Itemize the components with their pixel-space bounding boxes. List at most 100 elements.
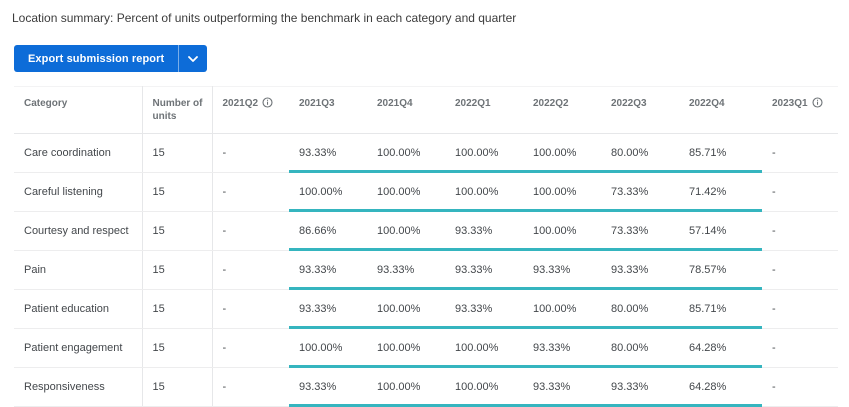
units-cell: 15 [142, 172, 213, 212]
value-cell: 100.00% [367, 367, 445, 407]
value-cell: 93.33% [445, 211, 523, 251]
export-submission-report-button[interactable]: Export submission report [14, 45, 178, 72]
location-summary-table: Category Number of units 2021Q2 2021Q3 2021Q… [14, 86, 838, 407]
value-cell: 100.00% [445, 328, 523, 368]
page-title: Location summary: Percent of units outpe… [12, 11, 517, 25]
column-header-number-of-units: Number of units [142, 86, 213, 134]
value-cell: - [212, 367, 289, 407]
value-cell: - [212, 250, 289, 290]
export-split-button[interactable]: Export submission report [14, 45, 208, 72]
category-cell: Patient engagement [14, 328, 143, 368]
column-header-label: 2021Q2 [222, 98, 259, 109]
value-cell: 100.00% [367, 211, 445, 251]
table-row: Pain 15-93.33% 93.33% 93.33% 93.33% 93.33% 78.… [14, 250, 838, 290]
units-cell: 15 [142, 289, 213, 329]
value-cell: 80.00% [601, 289, 679, 329]
column-header-2022q2: 2022Q2 [523, 86, 601, 134]
column-header-label: 2021Q4 [377, 98, 413, 109]
column-header-label: Category [24, 98, 68, 109]
units-cell: 15 [142, 211, 213, 251]
value-cell: 64.28% [679, 367, 762, 407]
value-cell: 100.00% [367, 328, 445, 368]
value-cell: 100.00% [523, 133, 601, 173]
table-row: Careful listening 15-100.00% 100.00% 100.00… [14, 172, 838, 212]
value-cell: 73.33% [601, 172, 679, 212]
value-cell: 71.42% [679, 172, 762, 212]
value-cell: 93.33% [523, 250, 601, 290]
table-row: Care coordination 15-93.33% 100.00% 100.00%… [14, 133, 838, 173]
value-cell: - [762, 328, 838, 368]
value-cell: - [762, 250, 838, 290]
export-options-dropdown-button[interactable] [178, 45, 207, 72]
value-cell: 100.00% [289, 172, 367, 212]
value-cell: 93.33% [523, 367, 601, 407]
units-cell: 15 [142, 250, 213, 290]
table-row: Courtesy and respect 15-86.66% 100.00% 93.3… [14, 211, 838, 251]
value-cell: 93.33% [601, 250, 679, 290]
value-cell: 100.00% [523, 211, 601, 251]
value-cell: 64.28% [679, 328, 762, 368]
table-row: Responsiveness 15-93.33% 100.00% 100.00% 93.… [14, 367, 838, 407]
value-cell: 93.33% [445, 289, 523, 329]
value-cell: 93.33% [289, 250, 367, 290]
value-cell: 100.00% [445, 133, 523, 173]
column-header-2022q4: 2022Q4 [679, 86, 762, 134]
table-row: Patient education 15-93.33% 100.00% 93.33% 1… [14, 289, 838, 329]
column-header-label: 2023Q1 [772, 98, 808, 109]
header-row: Category Number of units 2021Q2 2021Q3 2021Q… [14, 86, 838, 134]
value-cell: 85.71% [679, 289, 762, 329]
value-cell: 93.33% [289, 367, 367, 407]
value-cell: 100.00% [367, 172, 445, 212]
column-header-label: 2021Q3 [299, 98, 335, 109]
value-cell: - [762, 133, 838, 173]
category-cell: Patient education [14, 289, 143, 329]
value-cell: 93.33% [445, 250, 523, 290]
value-cell: 80.00% [601, 133, 679, 173]
info-icon[interactable] [812, 97, 823, 108]
value-cell: 85.71% [679, 133, 762, 173]
value-cell: - [212, 328, 289, 368]
value-cell: 100.00% [445, 367, 523, 407]
export-button-label: Export submission report [28, 52, 165, 65]
value-cell: 80.00% [601, 328, 679, 368]
units-cell: 15 [142, 367, 213, 407]
value-cell: - [212, 133, 289, 173]
value-cell: 100.00% [523, 172, 601, 212]
column-header-label: 2022Q3 [611, 98, 647, 109]
value-cell: - [212, 289, 289, 329]
value-cell: 73.33% [601, 211, 679, 251]
value-cell: 57.14% [679, 211, 762, 251]
value-cell: 93.33% [601, 367, 679, 407]
column-header-label: 2022Q4 [689, 98, 725, 109]
value-cell: 93.33% [289, 133, 367, 173]
column-header-2022q3: 2022Q3 [601, 86, 679, 134]
value-cell: 100.00% [445, 172, 523, 212]
value-cell: 93.33% [289, 289, 367, 329]
category-cell: Responsiveness [14, 367, 143, 407]
column-header-2021q4: 2021Q4 [367, 86, 445, 134]
value-cell: - [762, 172, 838, 212]
value-cell: 100.00% [367, 133, 445, 173]
info-icon[interactable] [262, 97, 273, 108]
value-cell: 93.33% [523, 328, 601, 368]
value-cell: 100.00% [523, 289, 601, 329]
category-cell: Pain [14, 250, 143, 290]
units-cell: 15 [142, 328, 213, 368]
value-cell: 100.00% [289, 328, 367, 368]
column-header-2021q2: 2021Q2 [212, 86, 289, 134]
column-header-label: 2022Q2 [533, 98, 569, 109]
value-cell: - [212, 172, 289, 212]
column-header-2021q3: 2021Q3 [289, 86, 367, 134]
value-cell: 86.66% [289, 211, 367, 251]
table-row: Patient engagement 15-100.00% 100.00% 100.0… [14, 328, 838, 368]
value-cell: 78.57% [679, 250, 762, 290]
value-cell: - [762, 367, 838, 407]
table-body: Care coordination 15-93.33% 100.00% 100.00%… [14, 133, 838, 407]
value-cell: - [212, 211, 289, 251]
category-cell: Careful listening [14, 172, 143, 212]
category-cell: Care coordination [14, 133, 143, 173]
value-cell: - [762, 289, 838, 329]
column-header-label: Number of units [152, 98, 203, 122]
value-cell: 100.00% [367, 289, 445, 329]
value-cell: - [762, 211, 838, 251]
